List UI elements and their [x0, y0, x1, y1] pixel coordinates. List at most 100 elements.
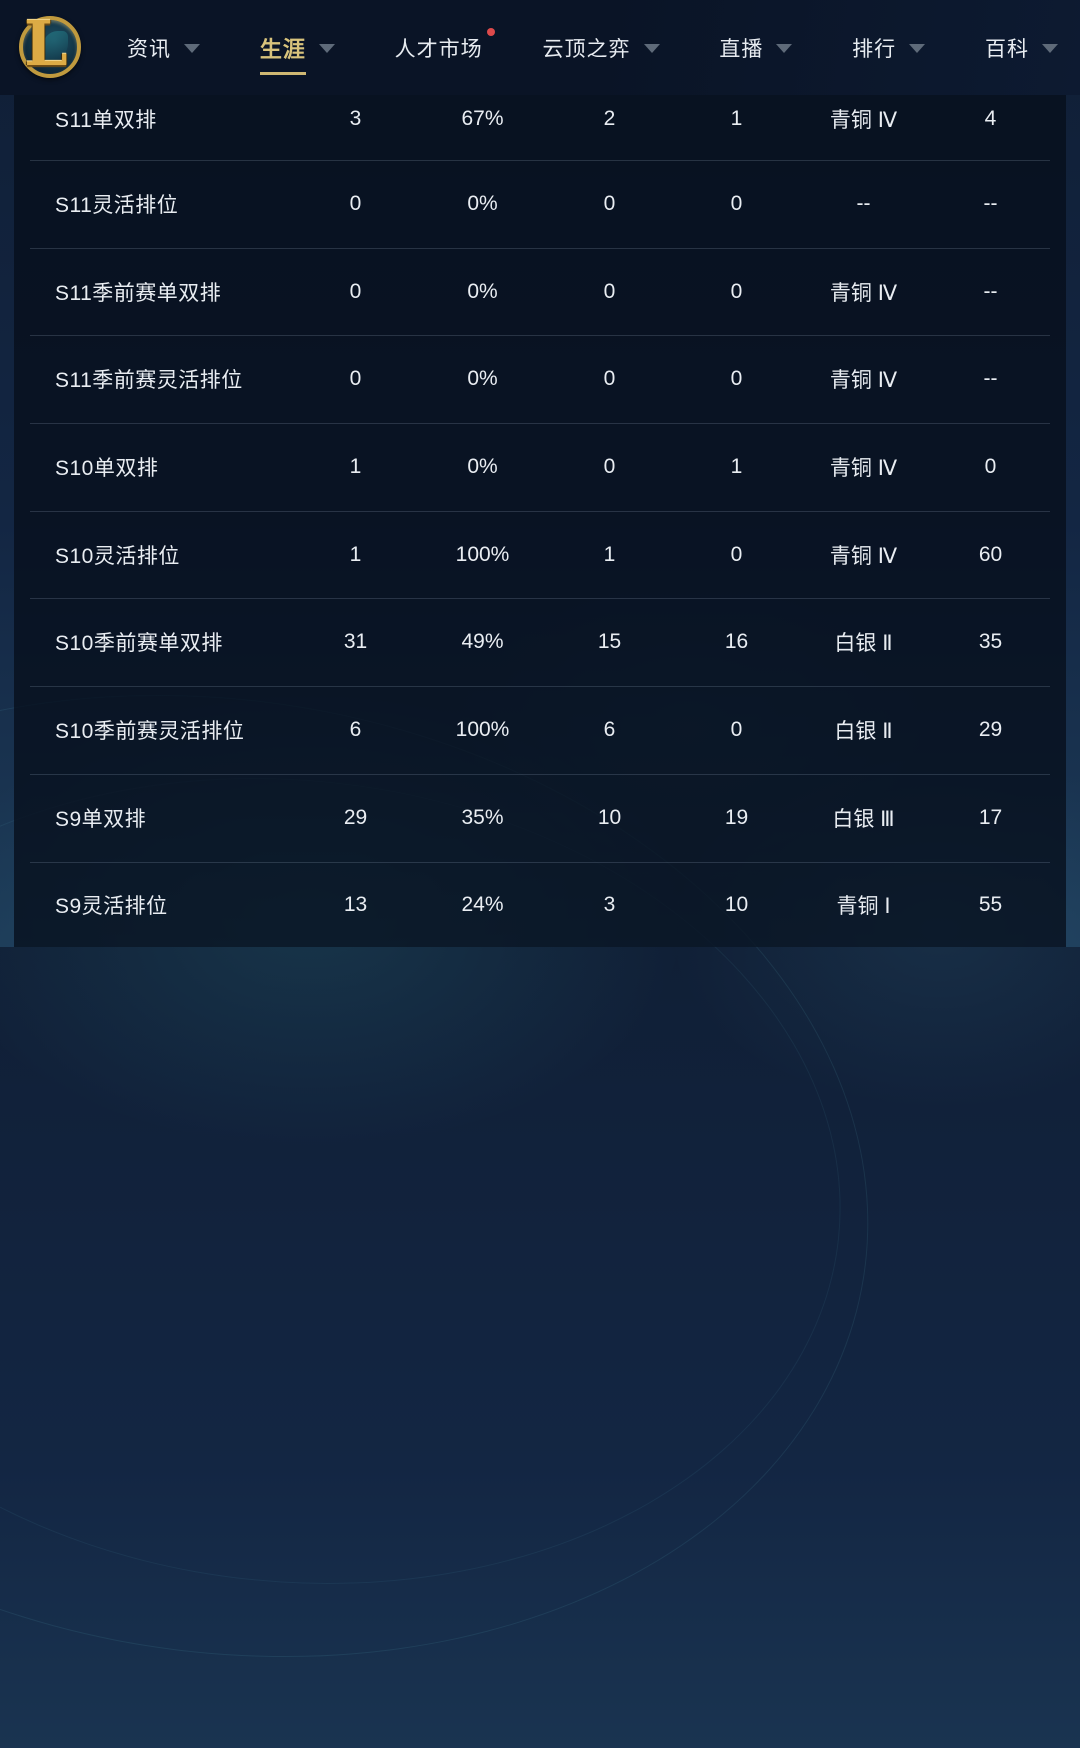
games-cell: 0 — [349, 367, 362, 391]
nav-item-label: 云顶之弈 — [542, 37, 631, 61]
nav-item-1[interactable]: 生涯 — [259, 32, 335, 75]
season-mode-cell: S11季前赛单双排 — [55, 281, 222, 305]
table-row: S10季前赛单双排 31 49% 15 16 白银 Ⅱ 35 — [14, 598, 1066, 686]
points-cell: 17 — [978, 805, 1003, 829]
points-cell: 4 — [984, 107, 997, 130]
nav-item-label: 资讯 — [127, 37, 171, 61]
tier-cell: 白银 Ⅱ — [834, 632, 893, 656]
points-cell: 55 — [978, 893, 1003, 917]
tier-cell: 白银 Ⅲ — [832, 807, 895, 831]
chevron-down-icon — [643, 44, 660, 53]
winrate-cell: 0% — [467, 191, 498, 215]
lol-logo[interactable]: L — [16, 7, 82, 85]
tier-cell: 白银 Ⅱ — [834, 719, 893, 743]
wins-cell: 0 — [603, 367, 616, 391]
tier-cell: 青铜 Ⅳ — [829, 281, 898, 305]
table-row: S11季前赛单双排 0 0% 0 0 青铜 Ⅳ -- — [14, 247, 1066, 336]
tier-cell: 青铜 Ⅳ — [829, 544, 898, 568]
nav-menu: 资讯 生涯 人才市场 云顶之弈 直播 排行 百科 — [127, 0, 1058, 95]
losses-cell: 10 — [724, 893, 749, 917]
losses-cell: 0 — [730, 717, 743, 741]
wins-cell: 0 — [603, 279, 616, 303]
season-mode-cell: S10单双排 — [55, 456, 159, 480]
points-cell: 29 — [978, 717, 1003, 741]
season-mode-cell: S10灵活排位 — [55, 544, 180, 568]
points-cell: 0 — [984, 454, 997, 478]
losses-cell: 0 — [730, 191, 743, 215]
games-cell: 3 — [349, 107, 362, 130]
losses-cell: 0 — [730, 279, 743, 303]
losses-cell: 16 — [724, 630, 749, 654]
season-mode-cell: S11灵活排位 — [55, 193, 179, 217]
nav-item-label: 生涯 — [259, 32, 306, 75]
games-cell: 0 — [349, 279, 362, 303]
games-cell: 29 — [343, 805, 368, 829]
nav-item-5[interactable]: 排行 — [852, 33, 926, 63]
table-row: S10季前赛灵活排位 6 100% 6 0 白银 Ⅱ 29 — [14, 686, 1066, 774]
losses-cell: 1 — [730, 454, 743, 478]
games-cell: 1 — [349, 542, 362, 566]
season-mode-cell: S11单双排 — [55, 109, 157, 132]
games-cell: 6 — [349, 717, 362, 741]
chevron-down-icon — [776, 44, 793, 53]
winrate-cell: 24% — [461, 893, 504, 917]
chevron-down-icon — [1041, 44, 1058, 53]
wins-cell: 0 — [603, 454, 616, 478]
logo-letter: L — [24, 7, 68, 80]
tier-cell: 青铜 Ⅳ — [829, 109, 898, 132]
winrate-cell: 0% — [467, 367, 498, 391]
nav-item-4[interactable]: 直播 — [719, 33, 793, 63]
winrate-cell: 0% — [467, 454, 498, 478]
chevron-down-icon — [184, 44, 200, 53]
winrate-cell: 100% — [455, 542, 510, 566]
table-row: S10灵活排位 1 100% 1 0 青铜 Ⅳ 60 — [14, 510, 1066, 599]
nav-item-0[interactable]: 资讯 — [127, 33, 200, 63]
wins-cell: 0 — [603, 191, 616, 215]
games-cell: 0 — [349, 191, 362, 215]
points-cell: -- — [983, 279, 998, 303]
table-row: S11季前赛灵活排位 0 0% 0 0 青铜 Ⅳ -- — [14, 335, 1066, 423]
winrate-cell: 49% — [461, 630, 504, 654]
season-stats-table: S11单双排 3 67% 2 1 青铜 Ⅳ 4 S11灵活排位 0 0% 0 0… — [14, 95, 1066, 947]
wins-cell: 2 — [603, 107, 616, 130]
winrate-cell: 0% — [467, 279, 498, 303]
season-mode-cell: S9灵活排位 — [55, 895, 168, 919]
tier-cell: 青铜 Ⅳ — [829, 456, 898, 480]
games-cell: 13 — [343, 893, 368, 917]
nav-item-label: 直播 — [719, 37, 764, 61]
nav-item-6[interactable]: 百科 — [985, 33, 1058, 63]
losses-cell: 0 — [730, 367, 743, 391]
winrate-cell: 67% — [461, 107, 504, 130]
nav-item-label: 人才市场 — [395, 27, 495, 63]
wins-cell: 15 — [597, 630, 622, 654]
chevron-down-icon — [909, 44, 926, 53]
tier-cell: -- — [856, 191, 871, 215]
table-row: S9单双排 29 35% 10 19 白银 Ⅲ 17 — [14, 773, 1066, 862]
season-mode-cell: S10季前赛单双排 — [55, 632, 223, 656]
season-mode-cell: S10季前赛灵活排位 — [55, 719, 245, 743]
points-cell: 35 — [978, 630, 1003, 654]
losses-cell: 0 — [730, 542, 743, 566]
table-row: S11单双排 3 67% 2 1 青铜 Ⅳ 4 — [14, 95, 1066, 160]
losses-cell: 19 — [724, 805, 749, 829]
winrate-cell: 35% — [461, 805, 504, 829]
logo-circle-icon — [19, 16, 81, 78]
nav-item-2[interactable]: 人才市场 — [395, 27, 495, 63]
season-mode-cell: S9单双排 — [55, 807, 147, 831]
games-cell: 31 — [343, 630, 368, 654]
notification-dot-icon — [486, 27, 495, 36]
points-cell: -- — [983, 367, 998, 391]
wins-cell: 6 — [603, 717, 616, 741]
nav-item-3[interactable]: 云顶之弈 — [543, 33, 660, 63]
table-row: S9灵活排位 13 24% 3 10 青铜 Ⅰ 55 — [14, 861, 1066, 950]
tier-cell: 青铜 Ⅳ — [829, 369, 898, 393]
wins-cell: 10 — [597, 805, 622, 829]
tier-cell: 青铜 Ⅰ — [836, 895, 891, 919]
wins-cell: 1 — [603, 542, 616, 566]
table-row: S11灵活排位 0 0% 0 0 -- -- — [14, 160, 1066, 248]
games-cell: 1 — [349, 454, 362, 478]
top-nav: L 资讯 生涯 人才市场 云顶之弈 直播 排行 百科 — [0, 0, 1080, 95]
wins-cell: 3 — [603, 893, 616, 917]
nav-item-label: 排行 — [852, 37, 897, 61]
table-row: S10单双排 1 0% 0 1 青铜 Ⅳ 0 — [14, 423, 1066, 511]
